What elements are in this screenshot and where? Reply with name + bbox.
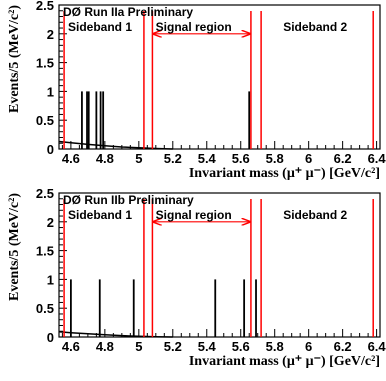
x-tick-label: 4.6 (62, 151, 80, 166)
x-tick-label: 6 (305, 339, 312, 354)
y-tick-label: 0 (47, 142, 54, 157)
y-tick-label: 2 (47, 27, 54, 42)
y-tick-label: 1.5 (36, 56, 54, 71)
x-axis-label: Invariant mass (μ⁺ μ⁻) [GeV/c²] (189, 354, 380, 369)
y-tick-label: 0 (47, 330, 54, 345)
region-label: Signal region (156, 208, 232, 222)
y-tick-label: 2.5 (36, 0, 54, 13)
y-tick-label: 2.5 (36, 186, 54, 201)
panel-title: DØ Run IIb Preliminary (63, 193, 194, 207)
x-tick-label: 5.2 (164, 151, 182, 166)
x-tick-label: 6.2 (334, 151, 352, 166)
plot-frame (58, 192, 381, 338)
y-tick-label: 1 (47, 84, 54, 99)
y-tick-label: 0.5 (36, 113, 54, 128)
y-tick-label: 1 (47, 272, 54, 287)
y-tick-label: 1.5 (36, 244, 54, 259)
y-axis-label: Events/5 (MeV/c²) (7, 193, 22, 301)
x-tick-label: 4.6 (62, 339, 80, 354)
y-tick-label: 0.5 (36, 301, 54, 316)
panel-title: DØ Run IIa Preliminary (63, 5, 193, 19)
region-label: Sideband 1 (68, 208, 132, 222)
x-tick-label: 5.8 (266, 151, 284, 166)
y-axis-label: Events/5 (MeV/c²) (7, 5, 22, 113)
region-label: Sideband 2 (283, 20, 347, 34)
x-tick-label: 6.4 (368, 339, 386, 354)
x-tick-label: 6.4 (368, 151, 386, 166)
x-tick-label: 6 (305, 151, 312, 166)
y-tick-label: 2 (47, 215, 54, 230)
chart-panel-1: 0 0.5 1 1.5 2 2.5 4.6 4.8 5 5.2 5.4 5.6 5.8 6 6.2 6.4 Si… (7, 0, 386, 181)
x-tick-label: 5 (135, 151, 142, 166)
x-tick-label: 5.4 (198, 339, 217, 354)
region-label: Sideband 1 (68, 20, 132, 34)
region-label: Sideband 2 (283, 208, 347, 222)
x-tick-label: 4.8 (96, 339, 114, 354)
x-tick-label: 5.6 (232, 151, 250, 166)
x-tick-label: 6.2 (334, 339, 352, 354)
x-axis-label: Invariant mass (μ⁺ μ⁻) [GeV/c²] (189, 166, 380, 181)
x-tick-label: 4.8 (96, 151, 114, 166)
x-tick-label: 5 (135, 339, 142, 354)
x-tick-label: 5.8 (266, 339, 284, 354)
x-tick-label: 5.4 (198, 151, 217, 166)
x-tick-label: 5.2 (164, 339, 182, 354)
region-label: Signal region (156, 20, 232, 34)
plot-frame (58, 4, 381, 150)
x-tick-label: 5.6 (232, 339, 250, 354)
chart-panel-2: 0 0.5 1 1.5 2 2.5 4.6 4.8 5 5.2 5.4 5.6 5.8 6 6.2 6.4 Si… (7, 186, 386, 369)
